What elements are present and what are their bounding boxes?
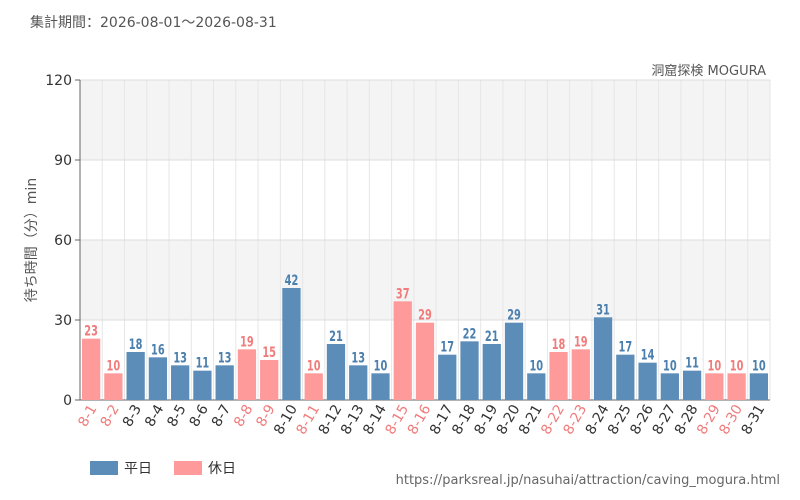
bar <box>571 349 590 400</box>
bar <box>638 362 657 400</box>
bar <box>126 352 145 400</box>
bar <box>282 288 301 400</box>
x-tick-label: 8-8 <box>231 402 256 430</box>
bar-value-label: 21 <box>329 328 343 345</box>
chart-subtitle: 洞窟探検 MOGURA <box>651 64 766 79</box>
legend-swatch-weekday <box>90 461 118 475</box>
bar <box>438 354 457 400</box>
bar-value-label: 10 <box>307 357 321 374</box>
bar <box>616 354 635 400</box>
bar-value-label: 42 <box>285 272 299 289</box>
bar-value-label: 10 <box>730 357 744 374</box>
legend-item-holiday[interactable]: 休日 <box>174 458 236 478</box>
bar <box>527 373 546 400</box>
bar <box>549 352 568 400</box>
legend-label-weekday: 平日 <box>124 461 152 477</box>
bar <box>593 317 613 400</box>
bar <box>393 301 412 400</box>
bar-value-label: 18 <box>552 336 566 353</box>
bar-value-label: 29 <box>418 306 432 323</box>
bar-value-label: 13 <box>173 349 187 366</box>
bar-value-label: 16 <box>151 341 165 358</box>
bar-value-label: 10 <box>663 357 677 374</box>
bar-value-label: 17 <box>440 338 454 355</box>
bar-value-label: 22 <box>463 325 477 342</box>
bar-value-label: 10 <box>708 357 722 374</box>
period-label: 集計期間：2026-08-01～2026-08-31 <box>30 15 277 31</box>
x-tick-label: 8-1 <box>75 402 100 430</box>
legend-label-holiday: 休日 <box>208 461 236 477</box>
bar <box>215 365 234 400</box>
bar-value-label: 10 <box>107 357 121 374</box>
x-tick-label: 8-6 <box>187 402 212 430</box>
bar-value-label: 29 <box>507 306 521 323</box>
y-tick-label: 90 <box>54 153 72 169</box>
bar <box>660 373 679 400</box>
bar <box>260 360 279 400</box>
bar <box>371 373 390 400</box>
bar <box>148 357 168 400</box>
legend-item-weekday[interactable]: 平日 <box>90 458 152 478</box>
legend: 平日 休日 <box>90 458 258 478</box>
bar-value-label: 11 <box>196 354 210 371</box>
bar-value-label: 10 <box>374 357 388 374</box>
plot-band <box>80 240 770 320</box>
bar-value-label: 23 <box>84 322 98 339</box>
bar <box>171 365 190 400</box>
bar <box>415 322 435 400</box>
bar <box>349 365 368 400</box>
bar-value-label: 19 <box>240 333 254 350</box>
bar-value-label: 19 <box>574 333 588 350</box>
bar-value-label: 14 <box>641 346 655 363</box>
bar <box>304 373 323 400</box>
x-tick-label: 8-7 <box>209 402 234 430</box>
bar <box>482 344 501 400</box>
bar <box>727 373 746 400</box>
bar-value-label: 11 <box>685 354 699 371</box>
bar <box>705 373 724 400</box>
source-url: https://parksreal.jp/nasuhai/attraction/… <box>395 473 780 488</box>
x-tick-label: 8-3 <box>120 402 145 430</box>
bar <box>326 344 346 400</box>
legend-swatch-holiday <box>174 461 202 475</box>
bar-value-label: 15 <box>262 344 276 361</box>
bar <box>749 373 768 400</box>
bar-value-label: 10 <box>752 357 766 374</box>
bar <box>237 349 257 400</box>
x-tick-label: 8-2 <box>98 402 123 430</box>
bar-value-label: 17 <box>618 338 632 355</box>
y-tick-label: 30 <box>54 313 72 329</box>
y-tick-label: 60 <box>54 233 72 249</box>
bar <box>460 341 479 400</box>
x-tick-label: 8-5 <box>164 402 189 430</box>
plot-band <box>80 80 770 160</box>
x-tick-label: 8-31 <box>739 402 769 438</box>
bar <box>104 373 123 400</box>
bar-value-label: 37 <box>396 285 410 302</box>
bar-value-label: 31 <box>596 301 610 318</box>
y-tick-label: 0 <box>63 393 72 409</box>
bar <box>193 370 212 400</box>
bar-value-label: 10 <box>529 357 543 374</box>
x-tick-label: 8-4 <box>142 402 167 430</box>
bar <box>682 370 702 400</box>
bar-value-label: 13 <box>351 349 365 366</box>
bar-value-label: 13 <box>218 349 232 366</box>
bar <box>82 338 101 400</box>
bar <box>504 322 524 400</box>
bar-value-label: 18 <box>129 336 143 353</box>
y-tick-label: 120 <box>45 73 72 89</box>
bar-value-label: 21 <box>485 328 499 345</box>
